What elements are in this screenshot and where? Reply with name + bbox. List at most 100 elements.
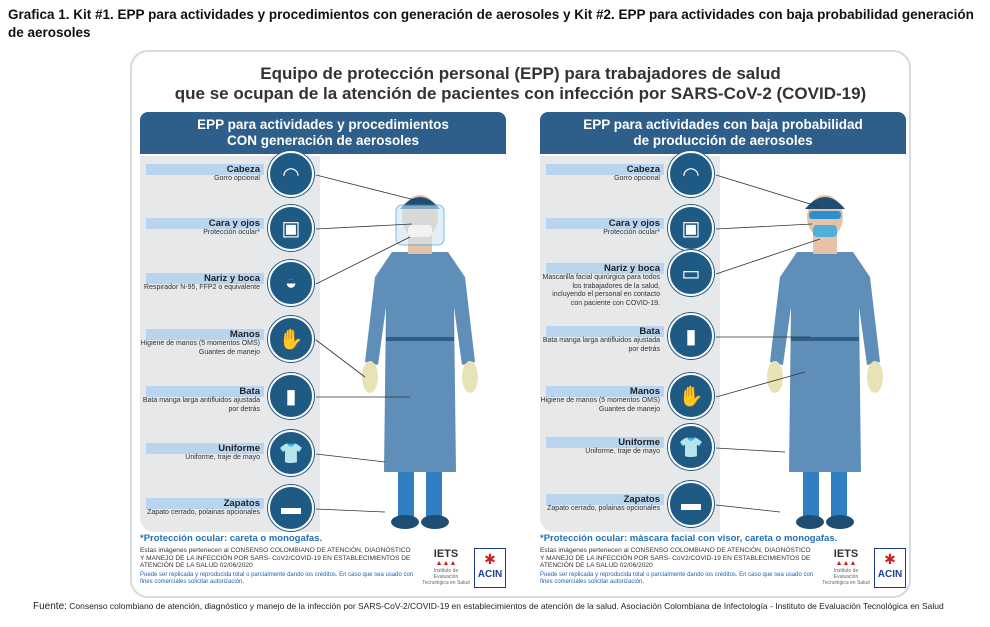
ppe-item-description: Protección ocular* [603, 229, 660, 236]
panel-heading: EPP para actividades y procedimientos CON… [140, 112, 506, 154]
iets-logo: IETS ▲▲▲ Instituto de Evaluación Tecnológi… [422, 548, 470, 586]
acin-logo: ✱ ACIN [474, 548, 506, 588]
mask [408, 225, 432, 237]
source-label: Fuente: [33, 601, 67, 612]
glove [767, 361, 783, 393]
ppe-item: Nariz y boca Mascarilla facial quirúrgica… [540, 263, 664, 308]
ppe-item-label: Manos [146, 329, 264, 340]
panel-kit-2: EPP para actividades con baja probabilid… [540, 112, 906, 588]
panel-heading-line-1: EPP para actividades y procedimientos [197, 117, 449, 132]
ppe-item-description: Bata manga larga antifluidos ajustada po… [542, 337, 660, 353]
reproduction-note: Puede ser replicada y reproducida total … [540, 571, 814, 585]
iets-logo-mark: ▲▲▲ [435, 560, 457, 567]
ppe-item-description: Higiene de manos (5 momentos OMS) Guante… [540, 397, 660, 413]
ppe-item: Cara y ojos Protección ocular* [140, 218, 264, 238]
head-cap [805, 197, 845, 209]
ppe-item-label: Cabeza [146, 164, 264, 175]
shoe-icon: ▬ [268, 485, 314, 531]
cap-icon: ◠ [668, 151, 714, 197]
surgical-mask-icon: ▭ [668, 250, 714, 296]
gloves-icon: ✋ [668, 373, 714, 419]
iets-logo-subtitle: Instituto de Evaluación Tecnológica en S… [422, 568, 470, 586]
ppe-item-description: Mascarilla facial quirúrgica para todos … [542, 274, 661, 307]
iets-logo-subtitle: Instituto de Evaluación Tecnológica en S… [822, 568, 870, 586]
ppe-item-description: Higiene de manos (5 momentos OMS) Guante… [140, 340, 260, 356]
legal-text: Estas imágenes pertenecen al CONSENSO CO… [140, 547, 411, 570]
title-line-1: Equipo de protección personal (EPP) para… [260, 64, 781, 83]
acin-logo-mark: ✱ [884, 551, 896, 567]
figure-caption: Grafica 1. Kit #1. EPP para actividades … [8, 7, 974, 40]
infographic-card: Equipo de protección personal (EPP) para… [130, 50, 911, 598]
uniform-icon: 👕 [268, 430, 314, 476]
ppe-item-description: Respirador N-95, FFP2 o equivalente [144, 284, 260, 291]
ppe-item-label: Nariz y boca [546, 263, 664, 274]
face-shield-icon: ▣ [268, 205, 314, 251]
ppe-item-description: Uniforme, traje de mayo [185, 454, 260, 461]
uniform-pants [426, 457, 442, 519]
gloves-icon: ✋ [268, 316, 314, 362]
respirator-icon: ◒ [268, 260, 314, 306]
source-text: Consenso colombiano de atención, diagnós… [69, 601, 944, 611]
ppe-item: Cabeza Gorro opcional [540, 164, 664, 184]
ppe-item: Manos Higiene de manos (5 momentos OMS) G… [540, 386, 664, 414]
shoe-icon: ▬ [668, 481, 714, 527]
ppe-item: Zapatos Zapato cerrado, polainas opcional… [140, 498, 264, 518]
panel-heading-line-2: CON generación de aerosoles [226, 133, 420, 148]
ppe-item: Uniforme Uniforme, traje de mayo [540, 437, 664, 457]
ppe-item-label: Bata [146, 386, 264, 397]
ppe-item-description: Gorro opcional [214, 175, 260, 182]
ppe-item-description: Zapato cerrado, polainas opcionales [547, 505, 660, 512]
gown [770, 252, 880, 472]
uniform-pants [398, 457, 414, 519]
acin-logo: ✱ ACIN [874, 548, 906, 588]
reproduction-note: Puede ser replicada y reproducida total … [140, 571, 414, 585]
panel-kit-1: EPP para actividades y procedimientos CON… [140, 112, 506, 588]
acin-logo-mark: ✱ [484, 551, 496, 567]
panel-heading: EPP para actividades con baja probabilid… [540, 112, 906, 154]
ppe-item: Nariz y boca Respirador N-95, FFP2 o equi… [140, 273, 264, 293]
ppe-item: Uniforme Uniforme, traje de mayo [140, 443, 264, 463]
mask [813, 225, 837, 237]
face-shield-icon: ▣ [668, 205, 714, 251]
ppe-item: Manos Higiene de manos (5 momentos OMS) G… [140, 329, 264, 357]
uniform-pants [831, 457, 847, 519]
gown-belt [791, 337, 859, 341]
gown-belt [386, 337, 454, 341]
glove [462, 361, 478, 393]
glove [867, 361, 883, 393]
legal-text: Estas imágenes pertenecen al CONSENSO CO… [540, 547, 811, 570]
ppe-item: Cabeza Gorro opcional [140, 164, 264, 184]
ppe-item: Cara y ojos Protección ocular* [540, 218, 664, 238]
ppe-item-label: Zapatos [546, 494, 664, 505]
ppe-item-label: Cabeza [546, 164, 664, 175]
health-worker-figure [362, 195, 478, 529]
uniform-pants [803, 457, 819, 519]
gown-icon: ▮ [268, 373, 314, 419]
iets-logo: IETS ▲▲▲ Instituto de Evaluación Tecnológi… [822, 548, 870, 586]
ppe-item-label: Bata [546, 326, 664, 337]
ppe-item-label: Nariz y boca [146, 273, 264, 284]
cap-icon: ◠ [268, 151, 314, 197]
ppe-item-description: Gorro opcional [614, 175, 660, 182]
shoe [796, 515, 824, 529]
ppe-item-label: Manos [546, 386, 664, 397]
infographic-title: Equipo de protección personal (EPP) para… [132, 64, 909, 104]
health-worker-figure [767, 195, 883, 529]
title-line-2: que se ocupan de la atención de paciente… [174, 84, 867, 103]
eye-protection-note: *Protección ocular: máscara facial con v… [540, 533, 838, 544]
panel-heading-line-1: EPP para actividades con baja probabilid… [583, 117, 863, 132]
iets-logo-text: IETS [433, 548, 459, 560]
acin-logo-text: ACIN [877, 569, 903, 580]
ppe-item: Zapatos Zapato cerrado, polainas opcional… [540, 494, 664, 514]
goggles [809, 211, 841, 219]
shoe [421, 515, 449, 529]
glove [362, 361, 378, 393]
ppe-item: Bata Bata manga larga antifluidos ajustad… [540, 326, 664, 354]
iets-logo-text: IETS [833, 548, 859, 560]
ppe-item-description: Zapato cerrado, polainas opcionales [147, 509, 260, 516]
ppe-item-label: Cara y ojos [146, 218, 264, 229]
ppe-item-description: Bata manga larga antifluidos ajustada po… [142, 397, 260, 413]
panel-footer: *Protección ocular: máscara facial con v… [540, 533, 838, 586]
shoe [391, 515, 419, 529]
uniform-icon: 👕 [668, 424, 714, 470]
